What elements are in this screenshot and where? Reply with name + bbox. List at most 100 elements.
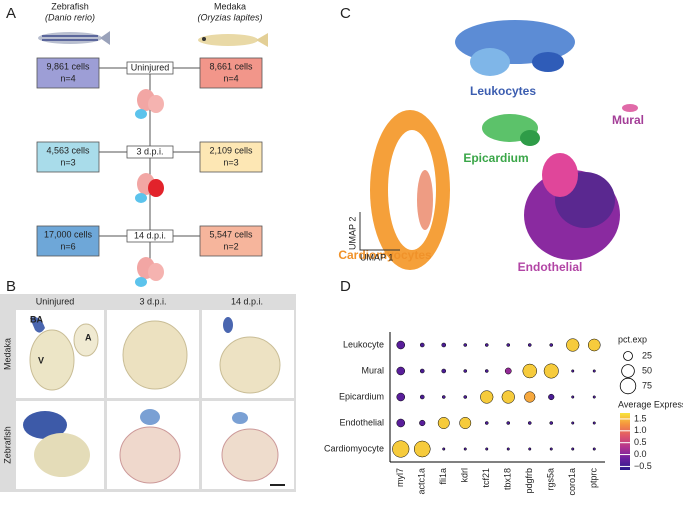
dot <box>527 343 532 347</box>
ellipse <box>140 409 160 425</box>
y-tick-label: Endothelial <box>339 417 384 427</box>
colorbar-label: −0.5 <box>634 461 652 471</box>
panel-label: A <box>6 5 16 22</box>
sample-box <box>199 141 263 173</box>
dot <box>571 369 575 373</box>
cluster-label: Endothelial <box>518 260 583 274</box>
panel-d: Leukocyte Mural Epicardium Endothelial Cardi… <box>324 332 683 496</box>
panel-label: C <box>340 5 351 22</box>
x-tick-label: rgs5a <box>546 468 556 491</box>
row-header: Zebrafish <box>2 426 12 464</box>
axis-label: UMAP 1 <box>360 252 393 262</box>
path <box>30 317 45 333</box>
timepoint-label: 14 d.p.i. <box>134 230 166 240</box>
ellipse <box>73 323 99 357</box>
cell-count: 5,547 cells <box>209 229 253 239</box>
ellipse <box>542 153 578 197</box>
size-legend-label: 50 <box>642 365 652 375</box>
colorbar-label: 1.0 <box>634 425 647 435</box>
polygon <box>100 31 110 45</box>
sample-box <box>199 57 263 89</box>
dot <box>396 392 406 402</box>
x-tick-label: fli1a <box>438 468 448 485</box>
species-latin: (Oryzias lapites) <box>197 12 262 22</box>
dot <box>484 343 489 347</box>
cell-count: 4,563 cells <box>46 145 90 155</box>
circle <box>202 37 206 41</box>
heart-icon <box>135 277 147 287</box>
dot <box>587 338 601 352</box>
heart-icon <box>135 109 147 119</box>
species-latin: (Danio rerio) <box>45 12 95 22</box>
dot <box>459 417 472 429</box>
dot <box>548 393 555 401</box>
cell-count: 2,109 cells <box>209 145 253 155</box>
zebrafish-icon <box>38 31 110 45</box>
heart-icon <box>135 193 147 203</box>
cell-count: 8,661 cells <box>209 61 253 71</box>
ellipse <box>38 32 102 44</box>
dot <box>480 390 494 404</box>
panel-a: Zebrafish (Danio rerio) Medaka (Oryzias … <box>36 1 268 287</box>
dot <box>396 366 406 376</box>
x-tick-label: coro1a <box>567 468 577 496</box>
dot <box>592 421 596 425</box>
dot <box>419 342 425 348</box>
ellipse <box>198 34 258 46</box>
umap-axes <box>359 212 400 251</box>
dot <box>484 369 489 373</box>
ellipse <box>520 130 540 146</box>
dot <box>506 421 511 425</box>
sample-n: n=4 <box>60 73 75 83</box>
species-name: Medaka <box>214 1 246 11</box>
umap-clusters <box>370 20 638 270</box>
sample-box <box>199 225 263 257</box>
y-tick-label: Leukocyte <box>343 339 384 349</box>
dot <box>571 395 575 399</box>
dot <box>419 368 425 374</box>
dot <box>463 369 468 373</box>
dot <box>528 447 532 451</box>
medaka-icon <box>198 33 268 47</box>
dot <box>566 338 580 352</box>
legend-title: Average Expression <box>618 399 683 409</box>
dot <box>527 421 532 425</box>
sample-n: n=3 <box>60 157 75 167</box>
panel-b: Uninjured 3 d.p.i. 14 d.p.i. Medaka Zebr… <box>0 294 296 492</box>
timepoint-label: Uninjured <box>131 62 170 72</box>
ellipse <box>219 336 281 394</box>
dot <box>543 363 559 379</box>
panel-label: D <box>340 278 351 295</box>
x-tick-label: pdgfrb <box>524 468 534 494</box>
dot <box>441 395 446 399</box>
ellipse <box>532 52 564 72</box>
row-header: Medaka <box>2 338 12 370</box>
sample-n: n=2 <box>223 241 238 251</box>
ellipse <box>29 329 75 391</box>
colorbar-label: 0.5 <box>634 437 647 447</box>
dot <box>549 421 554 425</box>
cell-count: 9,861 cells <box>46 61 90 71</box>
dot <box>549 447 553 451</box>
sample-n: n=3 <box>223 157 238 167</box>
x-tick-label: ptprc <box>589 468 599 489</box>
heart-icon <box>148 263 164 281</box>
x-tick-label: tcf21 <box>481 468 491 488</box>
dot <box>484 421 489 425</box>
dot <box>442 447 446 451</box>
ellipse <box>23 411 67 439</box>
timepoint-box <box>126 145 174 159</box>
dot <box>437 417 450 429</box>
ellipse <box>119 426 181 484</box>
dot <box>571 421 575 425</box>
size-legend-label: 75 <box>642 380 652 390</box>
sample-box <box>36 225 100 257</box>
legend-title: pct.exp <box>618 334 647 344</box>
dot <box>419 394 425 400</box>
dot <box>463 343 468 347</box>
dot <box>392 440 410 458</box>
cluster-label: Epicardium <box>463 151 528 165</box>
colorbar-label: 1.5 <box>634 413 647 423</box>
size-legend-label: 25 <box>642 350 652 360</box>
